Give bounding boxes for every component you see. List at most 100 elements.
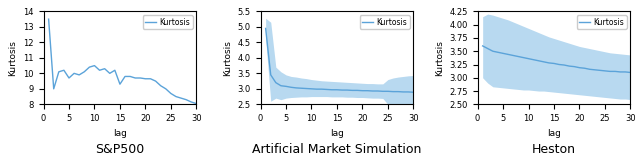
Text: Heston: Heston [532, 143, 576, 156]
Kurtosis [188, 101, 195, 103]
Kurtosis [627, 72, 634, 74]
Kurtosis [152, 80, 159, 82]
Kurtosis [358, 90, 366, 92]
Kurtosis [333, 89, 341, 91]
Kurtosis [86, 66, 93, 68]
Kurtosis [520, 57, 527, 59]
Kurtosis [147, 78, 154, 80]
Kurtosis [262, 27, 269, 29]
Kurtosis [509, 54, 517, 56]
Y-axis label: Kurtosis: Kurtosis [8, 40, 18, 76]
Kurtosis [287, 86, 295, 88]
Kurtosis [561, 64, 568, 66]
Kurtosis [565, 65, 573, 67]
Kurtosis [182, 99, 190, 101]
Kurtosis [535, 60, 543, 62]
Kurtosis [298, 87, 305, 89]
Kurtosis [515, 56, 522, 58]
Kurtosis [60, 69, 68, 71]
Kurtosis [76, 74, 83, 76]
Kurtosis [616, 71, 624, 73]
Kurtosis [484, 48, 492, 50]
Kurtosis [323, 89, 331, 90]
Text: Artificial Market Simulation: Artificial Market Simulation [252, 143, 422, 156]
Kurtosis [308, 88, 316, 90]
Kurtosis [550, 62, 558, 64]
Kurtosis [399, 91, 407, 93]
Kurtosis [364, 90, 371, 92]
Line: Kurtosis: Kurtosis [266, 28, 413, 92]
Kurtosis [570, 66, 578, 68]
Kurtosis [328, 89, 336, 91]
Kurtosis [141, 78, 149, 80]
Kurtosis [601, 70, 609, 72]
Kurtosis [313, 88, 321, 90]
Line: Kurtosis: Kurtosis [483, 46, 630, 73]
Kurtosis [499, 52, 507, 54]
Kurtosis [55, 71, 63, 73]
X-axis label: lag: lag [113, 129, 127, 138]
Kurtosis [70, 72, 78, 74]
Kurtosis [136, 77, 144, 79]
Kurtosis [45, 18, 52, 20]
Kurtosis [348, 89, 356, 91]
Kurtosis [101, 68, 109, 70]
Kurtosis [591, 69, 598, 71]
Kurtosis [172, 96, 180, 97]
Kurtosis [621, 71, 629, 73]
Kurtosis [540, 61, 548, 63]
Kurtosis [131, 77, 139, 79]
Kurtosis [272, 82, 280, 84]
Kurtosis [404, 91, 412, 93]
Kurtosis [580, 67, 588, 69]
Kurtosis [81, 71, 88, 73]
Kurtosis [65, 77, 73, 79]
Kurtosis [193, 103, 200, 104]
Kurtosis [121, 75, 129, 77]
Kurtosis [556, 64, 563, 66]
Kurtosis [586, 68, 593, 70]
Kurtosis [525, 58, 532, 60]
Kurtosis [504, 53, 512, 55]
Line: Kurtosis: Kurtosis [49, 19, 196, 104]
Kurtosis [479, 45, 486, 47]
Kurtosis [611, 70, 619, 72]
Kurtosis [116, 83, 124, 85]
Kurtosis [343, 89, 351, 91]
Kurtosis [167, 93, 175, 95]
Kurtosis [379, 90, 387, 92]
Kurtosis [292, 87, 300, 89]
Kurtosis [353, 89, 361, 91]
Kurtosis [369, 90, 376, 92]
Y-axis label: Kurtosis: Kurtosis [223, 40, 232, 76]
Kurtosis [575, 67, 583, 69]
Kurtosis [96, 69, 104, 71]
X-axis label: lag: lag [330, 129, 344, 138]
Kurtosis [494, 51, 502, 53]
Kurtosis [374, 90, 381, 92]
Kurtosis [389, 91, 397, 93]
Kurtosis [318, 88, 326, 90]
Legend: Kurtosis: Kurtosis [143, 15, 193, 29]
X-axis label: lag: lag [547, 129, 561, 138]
Kurtosis [384, 90, 392, 92]
Kurtosis [111, 69, 118, 71]
Y-axis label: Kurtosis: Kurtosis [435, 40, 444, 76]
Kurtosis [394, 91, 402, 93]
Kurtosis [489, 50, 497, 52]
Text: S&P500: S&P500 [95, 143, 145, 156]
Kurtosis [177, 97, 185, 99]
Kurtosis [530, 59, 538, 61]
Kurtosis [50, 88, 58, 90]
Kurtosis [338, 89, 346, 91]
Kurtosis [277, 85, 285, 87]
Kurtosis [606, 70, 614, 72]
Kurtosis [545, 62, 553, 64]
Kurtosis [267, 74, 275, 76]
Kurtosis [162, 88, 170, 90]
Legend: Kurtosis: Kurtosis [577, 15, 627, 29]
Kurtosis [126, 75, 134, 77]
Kurtosis [303, 88, 310, 89]
Kurtosis [157, 85, 164, 87]
Kurtosis [91, 65, 99, 67]
